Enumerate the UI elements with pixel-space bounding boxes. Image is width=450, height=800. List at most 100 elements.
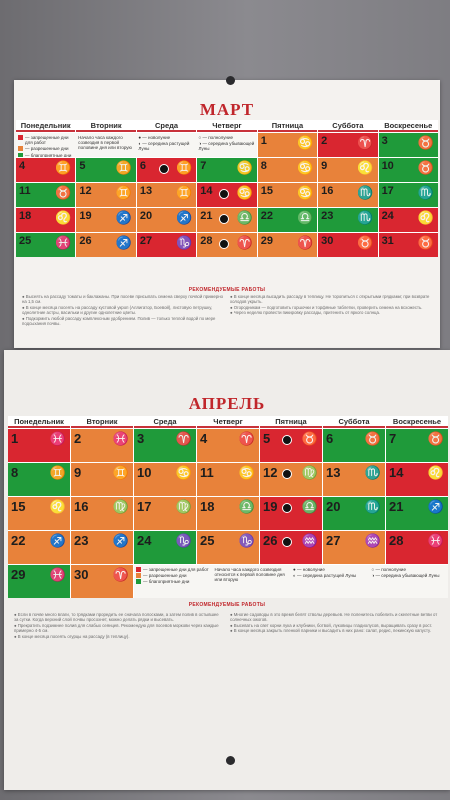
calendar-grid-march: Понедельник Вторник Среда Четверг Пятница Суб… xyxy=(16,120,438,257)
recommendations-column: ● Если в почве много влаги, то грядками … xyxy=(14,612,219,639)
march-page: МАРТ Понедельник Вторник Среда Четверг Пятни… xyxy=(14,76,440,348)
day-number: 3 xyxy=(137,431,145,446)
day-number: 8 xyxy=(260,160,267,172)
calendar-day-cell: 22 ♐ xyxy=(8,531,70,564)
calendar-day-cell: 8 ♋ xyxy=(257,158,318,182)
legend-phase: ◑ — середина убывающей Луны xyxy=(198,141,255,152)
calendar-day-cell: 23 ♏ xyxy=(318,208,378,232)
day-number: 28 xyxy=(200,235,213,247)
calendar-day-cell: 28 ♈ xyxy=(197,233,257,257)
zodiac-sign-icon: ♈ xyxy=(236,235,253,250)
calendar-day-cell: 18 ♎ xyxy=(197,497,259,530)
weekday-header: Суббота xyxy=(323,416,385,428)
recommendations-text: ● Высеять на рассаду томаты и баклажаны.… xyxy=(22,294,432,344)
day-number: 26 xyxy=(263,533,278,548)
calendar-day-cell: 27 ♒ xyxy=(323,531,385,564)
calendar-day-cell: 29 ♈ xyxy=(257,233,318,257)
moon-phase-icon xyxy=(282,537,292,547)
day-number: 4 xyxy=(200,431,208,446)
zodiac-sign-icon: ♐ xyxy=(115,235,132,250)
day-number: 13 xyxy=(139,185,153,197)
zodiac-sign-icon: ♓ xyxy=(49,567,66,582)
day-number: 10 xyxy=(137,465,152,480)
binder-hole xyxy=(226,756,235,765)
zodiac-sign-icon: ♈ xyxy=(238,431,255,446)
day-number: 2 xyxy=(321,135,328,147)
day-number: 23 xyxy=(74,533,89,548)
zodiac-sign-icon: ♓ xyxy=(112,431,129,446)
day-number: 16 xyxy=(321,185,334,197)
moon-phase-icon xyxy=(282,503,292,513)
weekday-header: Понедельник xyxy=(8,416,70,428)
calendar-day-cell: 7 ♋ xyxy=(197,158,257,182)
calendar-day-cell: 5 ♊ xyxy=(76,158,136,182)
legend-label: — благоприятные дни xyxy=(25,152,72,157)
calendar-day-cell: 28 ♓ xyxy=(386,531,448,564)
calendar-day-cell: 17 ♍ xyxy=(134,497,196,530)
zodiac-sign-icon: ♋ xyxy=(296,160,314,175)
day-number: 20 xyxy=(139,210,153,222)
day-number: 11 xyxy=(200,465,214,480)
legend-label: — запрещенные дни для работ xyxy=(143,567,209,572)
day-number: 6 xyxy=(139,160,146,172)
day-number: 1 xyxy=(11,431,19,446)
day-number: 15 xyxy=(11,499,26,514)
day-number: 31 xyxy=(381,235,394,247)
day-number: 24 xyxy=(381,210,394,222)
day-number: 28 xyxy=(389,533,404,548)
day-number: 15 xyxy=(260,185,273,197)
calendar-day-cell: 19 ♎ xyxy=(260,497,322,530)
calendar-day-cell: 15 ♌ xyxy=(8,497,70,530)
legend-phase: ○ — полнолуние xyxy=(198,135,233,140)
calendar-day-cell: 7 ♉ xyxy=(386,429,448,462)
weekday-header: Воскресенье xyxy=(378,120,438,132)
day-number: 3 xyxy=(381,135,388,147)
calendar-day-cell: 17 ♏ xyxy=(378,183,438,207)
zodiac-sign-icon: ♓ xyxy=(55,235,72,250)
calendar-day-cell: 20 ♏ xyxy=(323,497,385,530)
calendar-day-cell: 10 ♋ xyxy=(134,463,196,496)
zodiac-sign-icon: ♓ xyxy=(427,533,444,548)
calendar-day-cell: 14 ♋ xyxy=(197,183,257,207)
legend-swatch xyxy=(136,567,141,572)
weekday-header: Среда xyxy=(134,416,196,428)
day-number: 30 xyxy=(321,235,334,247)
calendar-day-cell: 11 ♉ xyxy=(16,183,76,207)
zodiac-sign-icon: ♌ xyxy=(427,465,444,480)
moon-phase-icon xyxy=(219,214,230,224)
moon-phase-icon xyxy=(219,239,230,249)
moon-phase-icon xyxy=(282,469,292,479)
zodiac-sign-icon: ♉ xyxy=(417,160,434,175)
zodiac-sign-icon: ♑ xyxy=(176,235,193,250)
calendar-day-cell: 25 ♑ xyxy=(197,531,259,564)
zodiac-sign-icon: ♍ xyxy=(301,465,318,480)
month-title-april: АПРЕЛЬ xyxy=(188,394,266,413)
zodiac-sign-icon: ♎ xyxy=(238,499,255,514)
calendar-day-cell: 29 ♓ xyxy=(8,565,70,598)
zodiac-sign-icon: ♑ xyxy=(238,533,255,548)
calendar-day-cell: 1 ♓ xyxy=(8,429,70,462)
calendar-day-cell: 26 ♒ xyxy=(260,531,322,564)
zodiac-sign-icon: ♑ xyxy=(175,533,192,548)
calendar-day-cell: 30 ♉ xyxy=(318,233,378,257)
day-number: 11 xyxy=(19,185,31,197)
zodiac-sign-icon: ♏ xyxy=(364,499,381,514)
legend-label: — разрешенные дни xyxy=(143,573,187,579)
zodiac-sign-icon: ♐ xyxy=(49,533,66,548)
day-number: 18 xyxy=(19,210,32,222)
zodiac-sign-icon: ♊ xyxy=(115,185,132,200)
zodiac-sign-icon: ♏ xyxy=(357,210,374,225)
day-number: 9 xyxy=(321,160,328,172)
zodiac-sign-icon: ♈ xyxy=(112,567,129,582)
day-number: 20 xyxy=(326,499,341,514)
legend-phase: ● — новолуние xyxy=(293,567,325,572)
binder-hole xyxy=(226,76,235,85)
day-number: 8 xyxy=(11,465,19,480)
april-page: АПРЕЛЬ Понедельник Вторник Среда Четверг Пят… xyxy=(4,350,450,790)
legend-swatch xyxy=(18,146,23,152)
calendar-grid-april: Понедельник Вторник Среда Четверг Пятница Суб… xyxy=(8,416,448,598)
day-number: 22 xyxy=(260,210,273,222)
calendar-day-cell: 8 ♊ xyxy=(8,463,70,496)
calendar-day-cell: 31 ♉ xyxy=(378,233,438,257)
zodiac-sign-icon: ♉ xyxy=(357,235,374,250)
